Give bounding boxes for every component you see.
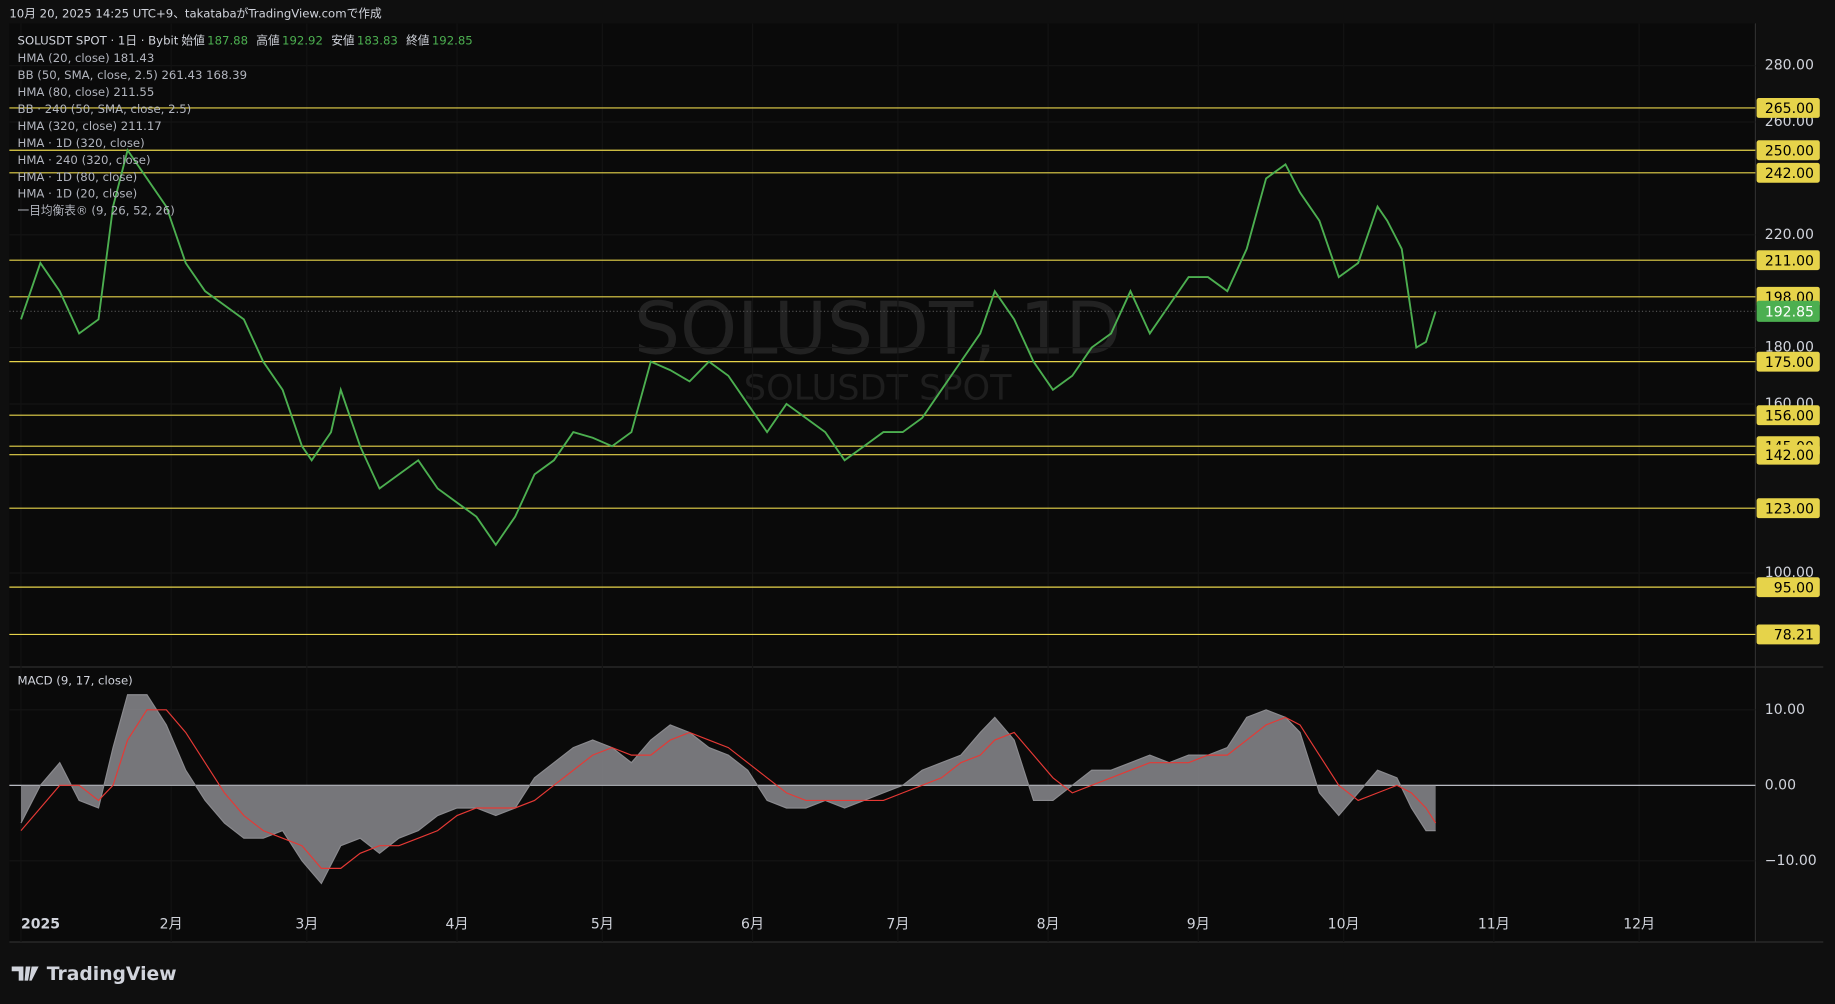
watermark-sub: SOLUSDT SPOT: [744, 368, 1012, 409]
level-label: 78.21: [1774, 628, 1814, 644]
legend-item: HMA · 1D (20, close): [18, 187, 138, 201]
legend-item: HMA (320, close) 211.17: [18, 119, 162, 133]
legend-item: HMA · 1D (320, close): [18, 136, 145, 150]
y-tick-label: −10.00: [1765, 853, 1817, 869]
y-tick-label: 180.00: [1765, 340, 1814, 356]
ohlc-value: 192.85: [432, 33, 473, 47]
signal-line: [20, 709, 1437, 869]
level-tag: [1756, 351, 1820, 372]
level-tag: [1756, 405, 1820, 426]
ohlc-value: 183.83: [357, 33, 398, 47]
macd-line: [20, 694, 1436, 885]
x-tick-label: 12月: [1623, 916, 1655, 932]
y-tick-label: 280.00: [1765, 58, 1814, 74]
level-tag: [1756, 250, 1820, 271]
ohlc-label: 始値: [181, 33, 205, 47]
x-tick-label: 10月: [1328, 916, 1360, 932]
level-label: 156.00: [1765, 408, 1814, 424]
y-tick-label: 220.00: [1765, 227, 1814, 243]
level-label: 142.00: [1765, 448, 1814, 464]
last-price-tag: [1756, 300, 1820, 322]
pane-title: MACD (9, 17, close): [18, 674, 133, 688]
level-label: 250.00: [1765, 143, 1814, 159]
legend-item: HMA (80, close) 211.55: [18, 85, 155, 99]
level-tag: [1756, 498, 1820, 519]
price-line: [20, 148, 1437, 547]
legend-title: SOLUSDT SPOT · 1日 · Bybit: [18, 33, 179, 47]
x-tick-label: 9月: [1187, 916, 1210, 932]
level-label: 242.00: [1765, 166, 1814, 182]
level-label: 265.00: [1765, 101, 1814, 117]
level-tag: [1756, 98, 1820, 118]
level-label: 175.00: [1765, 355, 1814, 371]
y-tick-label: 0.00: [1765, 777, 1796, 793]
level-label: 95.00: [1774, 580, 1814, 596]
x-tick-label: 2月: [160, 916, 183, 932]
ohlc-label: 終値: [406, 33, 430, 47]
logo-text: TradingView: [47, 964, 177, 985]
ohlc-value: 192.92: [282, 33, 323, 47]
level-tag: [1756, 140, 1820, 161]
legend-item: HMA · 240 (320, close): [18, 153, 151, 167]
ohlc-label: 安値: [331, 33, 355, 47]
x-tick-label: 8月: [1037, 916, 1060, 932]
level-label: 123.00: [1765, 501, 1814, 517]
logo-icon: [11, 966, 39, 981]
watermark: SOLUSDT, 1D: [634, 288, 1121, 372]
x-tick-label: 7月: [886, 916, 909, 932]
legend-item: BB (50, SMA, close, 2.5) 261.43 168.39: [18, 68, 247, 82]
legend-item: 一目均衡表® (9, 26, 52, 26): [18, 204, 175, 218]
level-tag: [1756, 162, 1820, 183]
ohlc-label: 高値: [256, 33, 280, 47]
ohlc-value: 187.88: [207, 33, 248, 47]
last-price-label: 192.85: [1765, 305, 1814, 321]
level-tag: [1756, 444, 1820, 465]
macd-area-fill: [20, 694, 1436, 884]
level-tag: [1756, 624, 1820, 645]
legend-item: BB · 240 (50, SMA, close, 2.5): [18, 102, 192, 116]
caption: 10月 20, 2025 14:25 UTC+9、takatabaがTradin…: [9, 7, 382, 21]
x-tick-label: 11月: [1478, 916, 1510, 932]
level-label: 211.00: [1765, 253, 1814, 269]
logo: TradingView: [11, 964, 177, 985]
x-tick-label: 5月: [591, 916, 614, 932]
legend-item: HMA · 1D (80, close): [18, 170, 138, 184]
level-tag: [1756, 577, 1820, 598]
x-tick-label: 6月: [741, 916, 764, 932]
y-tick-label: 260.00: [1765, 114, 1814, 130]
y-tick-label: 10.00: [1765, 702, 1805, 718]
x-tick-label: 2025: [21, 916, 60, 932]
legend-item: HMA (20, close) 181.43: [18, 51, 155, 65]
x-tick-label: 4月: [446, 916, 469, 932]
x-tick-label: 3月: [295, 916, 318, 932]
y-tick-label: 100.00: [1765, 565, 1814, 581]
